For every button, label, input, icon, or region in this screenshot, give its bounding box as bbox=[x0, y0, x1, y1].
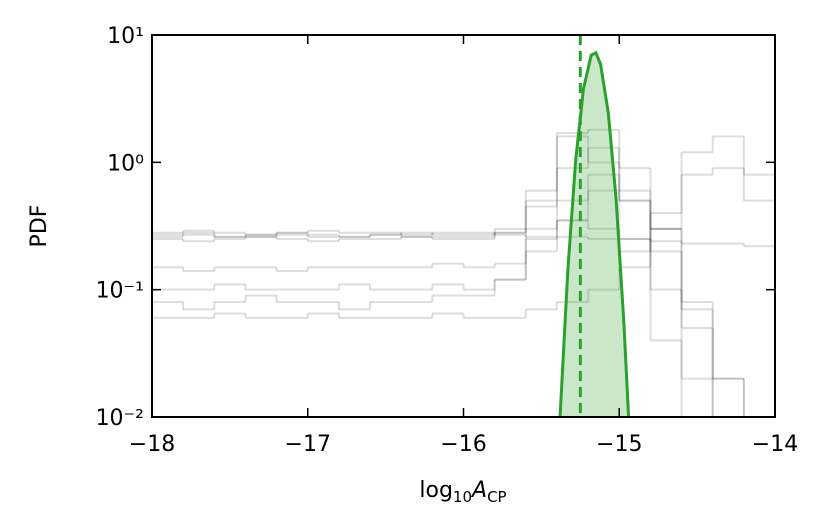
y-tick-label: 10⁻¹ bbox=[96, 279, 144, 304]
y-tick-label: 10⁰ bbox=[107, 151, 144, 176]
posterior-fill bbox=[560, 52, 629, 417]
x-label-part: CP bbox=[487, 488, 507, 506]
x-axis-label: log10ACP bbox=[419, 478, 506, 506]
x-tick-label: −18 bbox=[129, 432, 175, 457]
x-label-part: A bbox=[470, 478, 487, 503]
plot-area bbox=[152, 35, 775, 417]
x-label-part: 10 bbox=[453, 488, 472, 506]
x-tick-label: −16 bbox=[440, 432, 486, 457]
x-tick-label: −15 bbox=[596, 432, 642, 457]
y-axis-label: PDF bbox=[27, 205, 52, 248]
y-tick-label: 10¹ bbox=[107, 24, 144, 49]
x-tick-label: −14 bbox=[752, 432, 798, 457]
y-tick-label: 10⁻² bbox=[96, 406, 144, 431]
x-label-part: log bbox=[419, 478, 453, 503]
x-tick-label: −17 bbox=[285, 432, 331, 457]
posterior-line bbox=[558, 50, 631, 417]
